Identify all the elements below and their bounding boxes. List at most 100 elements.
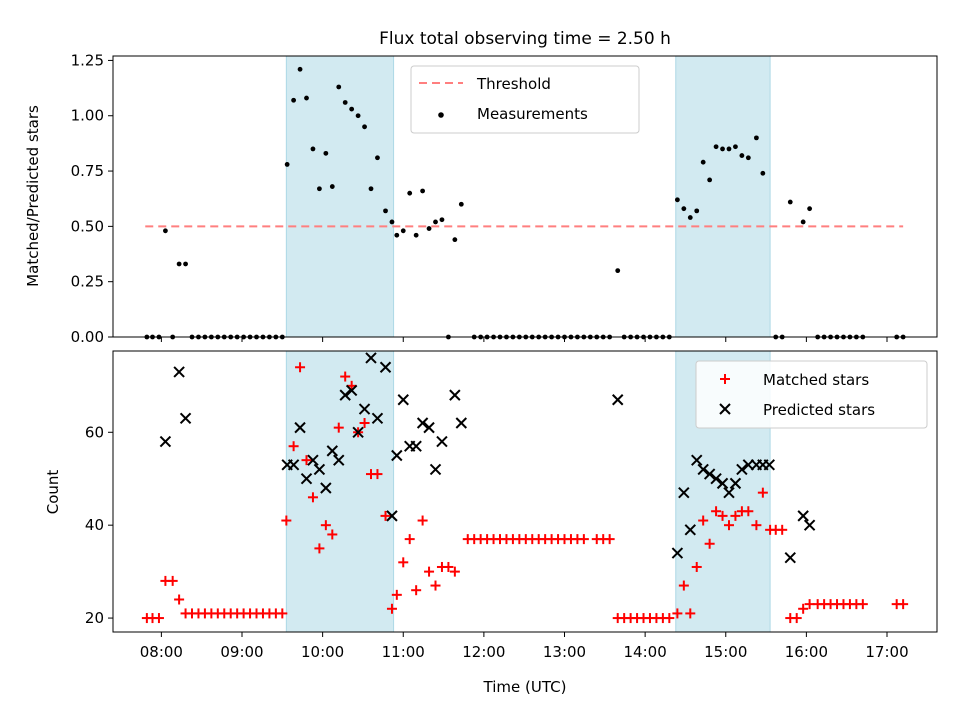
y-tick-label: 60 — [85, 423, 104, 441]
measurement-point — [183, 261, 188, 267]
predicted-legend-label: Predicted stars — [763, 401, 875, 419]
predicted-point — [763, 459, 776, 471]
matched-point — [717, 510, 728, 521]
matched-point — [391, 589, 402, 600]
predicted-point — [710, 473, 722, 485]
matched-legend-swatch — [720, 374, 730, 384]
predicted-point — [671, 547, 684, 559]
measurement-point — [452, 237, 458, 243]
matched-point — [301, 455, 312, 466]
measurement-point — [304, 95, 309, 101]
measurement-point — [426, 226, 432, 231]
matched-point — [449, 566, 460, 577]
matched-point — [711, 506, 722, 517]
matched-point — [698, 515, 709, 526]
measurement-point — [362, 124, 367, 130]
predicted-point — [159, 435, 172, 448]
measurement-point — [681, 206, 687, 212]
count-y-axis-label: Count — [44, 470, 62, 515]
predicted-point — [803, 519, 816, 531]
matched-point — [791, 613, 802, 624]
predicted-point — [449, 389, 461, 401]
matched-point — [443, 561, 454, 572]
matched-point — [672, 608, 683, 619]
x-tick-label: 11:00 — [382, 643, 425, 661]
predicted-point — [736, 463, 748, 476]
observing-window-1 — [285, 350, 395, 633]
matched-point — [604, 534, 615, 545]
matched-point — [359, 417, 370, 428]
predicted-point — [352, 426, 364, 438]
count-legend-box — [695, 360, 928, 429]
predicted-point — [179, 412, 192, 425]
y-tick-label: 1.00 — [71, 107, 104, 125]
measurement-point — [458, 201, 464, 207]
matched-point — [277, 608, 288, 619]
threshold-legend-label: Threshold — [476, 75, 551, 93]
measurement-point — [407, 190, 413, 196]
measurement-point — [733, 144, 738, 150]
measurement-point — [163, 228, 168, 234]
measurement-point — [310, 146, 316, 152]
x-axis-label: Time (UTC) — [483, 678, 567, 696]
measurement-point — [355, 113, 361, 119]
matched-point — [295, 362, 306, 373]
matched-point — [743, 506, 754, 517]
matched-point — [664, 613, 675, 624]
predicted-point — [703, 468, 716, 480]
matched-point — [430, 580, 441, 591]
observing-window-2 — [675, 55, 771, 338]
matched-point — [167, 575, 178, 586]
ratio-panel: 0.00 0.25 0.50 0.75 1.00 1.25 Matched/Predict… — [24, 51, 938, 346]
measurement-point — [389, 219, 395, 225]
matched-point — [288, 441, 299, 452]
predicted-point — [379, 361, 392, 373]
matched-point — [704, 538, 715, 549]
y-tick-label: 1.25 — [71, 51, 104, 69]
matched-point — [898, 599, 909, 610]
matched-point — [386, 603, 397, 614]
measurement-point — [329, 184, 335, 189]
measurement-point — [700, 159, 706, 165]
predicted-point — [691, 454, 703, 466]
measurement-point — [342, 100, 348, 105]
measurements-legend-swatch — [438, 112, 444, 118]
matched-point — [333, 422, 344, 433]
matched-point — [307, 492, 318, 503]
measurement-point — [745, 155, 751, 161]
measurement-point — [291, 97, 297, 103]
predicted-point — [436, 435, 448, 448]
predicted-point — [339, 389, 351, 401]
matched-point — [723, 520, 734, 531]
predicted-point — [333, 454, 345, 466]
predicted-point — [358, 403, 371, 415]
predicted-legend-swatch — [719, 403, 731, 415]
matched-point — [314, 543, 325, 554]
measurement-point — [720, 146, 725, 152]
measurement-point — [383, 208, 388, 214]
predicted-point — [326, 445, 339, 457]
y-tick-label: 0.75 — [71, 162, 104, 180]
measurement-point — [674, 197, 680, 203]
measurement-point — [807, 206, 813, 212]
x-tick-label: 13:00 — [543, 643, 586, 661]
matched-point — [281, 515, 292, 526]
observing-window-1 — [285, 55, 395, 338]
measurement-point — [615, 268, 621, 274]
predicted-point — [678, 486, 690, 499]
x-tick-label: 17:00 — [865, 643, 908, 661]
measurements-legend-label: Measurements — [477, 105, 588, 123]
matched-point — [777, 524, 788, 535]
measurement-point — [753, 135, 759, 141]
predicted-point — [307, 454, 319, 466]
predicted-point — [294, 421, 306, 434]
predicted-point — [729, 477, 742, 490]
matched-point — [153, 613, 164, 624]
measurement-point — [323, 150, 329, 156]
measurement-point — [760, 170, 766, 176]
predicted-point — [423, 421, 435, 434]
matched-point — [857, 599, 868, 610]
predicted-point — [723, 486, 735, 499]
measurement-point — [336, 84, 342, 90]
measurement-point — [400, 228, 406, 234]
